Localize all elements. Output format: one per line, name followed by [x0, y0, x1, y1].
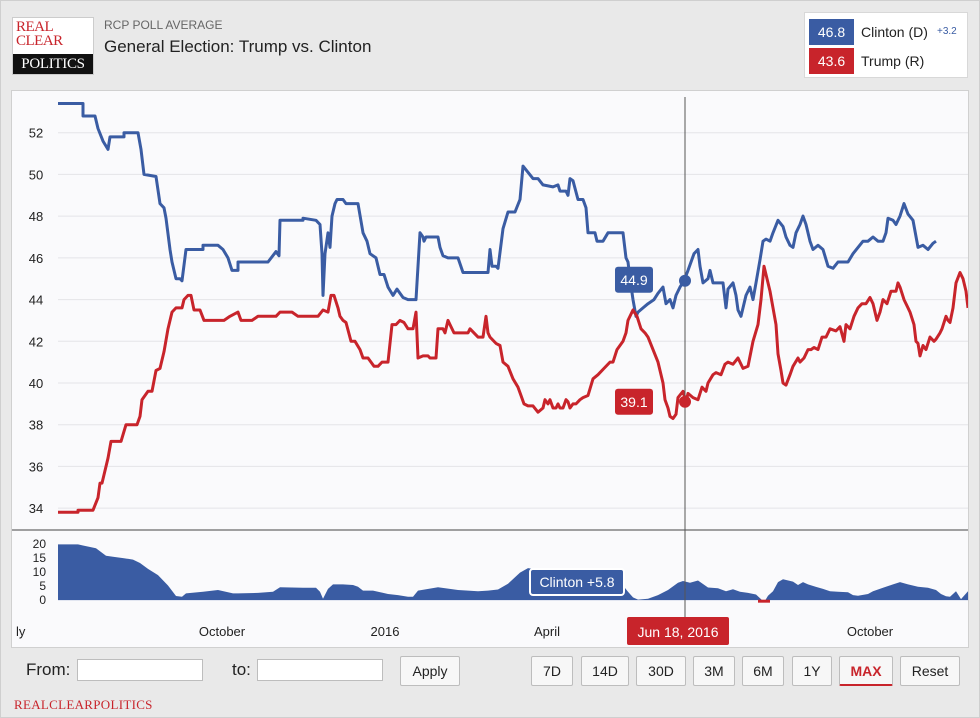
- legend-box: 46.8 Clinton (D) +3.2 43.6 Trump (R): [804, 12, 968, 78]
- range-14d-button[interactable]: 14D: [581, 656, 629, 686]
- clinton-tooltip-box: [615, 266, 653, 293]
- y-tick-label-3: 40: [29, 376, 43, 391]
- plot-background: [12, 91, 968, 647]
- spread-tooltip-box: [529, 568, 625, 596]
- crosshair-date-label: Jun 18, 2016: [638, 624, 719, 640]
- range-max-button[interactable]: MAX: [839, 656, 893, 686]
- spread-tick-label-1: 5: [39, 579, 46, 593]
- range-3m-button[interactable]: 3M: [693, 656, 735, 686]
- clinton-name: Clinton (D): [861, 24, 928, 40]
- from-label: From:: [26, 660, 71, 679]
- logo-line-2: CLEAR: [16, 33, 63, 49]
- chart-area[interactable]: 34 36 38 40 42 44 46 48 50 52 0 5 10 15 20 44.9 39.1 Clin…: [11, 90, 970, 648]
- legend-row-trump[interactable]: 43.6 Trump (R): [809, 48, 963, 74]
- x-tick-label-1: October: [199, 624, 246, 639]
- x-tick-label-3: April: [534, 624, 560, 639]
- y-tick-label-1: 36: [29, 459, 43, 474]
- y-tick-label-0: 34: [29, 501, 43, 516]
- y-tick-label-4: 42: [29, 334, 43, 349]
- y-tick-label-2: 38: [29, 418, 43, 433]
- to-date-input[interactable]: [257, 659, 383, 681]
- footer-logo[interactable]: REALCLEARPOLITICS: [14, 697, 153, 712]
- chart-title: General Election: Trump vs. Clinton: [104, 37, 372, 56]
- spread-tick-label-4: 20: [33, 537, 47, 551]
- spread-value: +3.2: [937, 26, 957, 37]
- legend-row-clinton[interactable]: 46.8 Clinton (D) +3.2: [809, 19, 963, 45]
- spread-area: [58, 544, 968, 603]
- clinton-crosshair-dot: [679, 274, 691, 287]
- y-tick-label-8: 50: [29, 167, 43, 182]
- from-date-input[interactable]: [77, 659, 203, 681]
- spread-tick-label-2: 10: [33, 565, 47, 579]
- logo-line-3: POLITICS: [13, 54, 93, 74]
- logo-line-1: REAL: [16, 19, 54, 35]
- to-label: to:: [232, 660, 251, 679]
- x-tick-label-2: 2016: [371, 624, 400, 639]
- clinton-value: 46.8: [809, 19, 854, 45]
- spread-tooltip-value: Clinton +5.8: [539, 574, 614, 590]
- x-tick-label-5: October: [847, 624, 894, 639]
- reset-button[interactable]: Reset: [900, 656, 960, 686]
- apply-button[interactable]: Apply: [400, 656, 460, 686]
- y-tick-label-5: 44: [29, 293, 43, 308]
- y-tick-label-7: 48: [29, 209, 43, 224]
- poll-average-kicker: RCP POLL AVERAGE: [104, 18, 223, 32]
- range-6m-button[interactable]: 6M: [742, 656, 784, 686]
- range-30d-button[interactable]: 30D: [636, 656, 686, 686]
- clinton-line: [58, 102, 937, 318]
- y-tick-label-9: 52: [29, 126, 43, 141]
- trump-tooltip-box: [615, 388, 653, 415]
- spread-tick-label-3: 15: [33, 551, 47, 565]
- y-tick-label-6: 46: [29, 251, 43, 266]
- clinton-tooltip-value: 44.9: [620, 272, 647, 288]
- spread-tick-label-0: 0: [39, 593, 46, 607]
- x-tick-label-0: ly: [16, 624, 26, 639]
- trump-tooltip-value: 39.1: [620, 394, 647, 410]
- trump-crosshair-dot: [679, 395, 691, 408]
- rcp-logo[interactable]: REAL CLEAR POLITICS: [12, 17, 94, 75]
- range-7d-button[interactable]: 7D: [531, 656, 573, 686]
- trump-line: [58, 264, 970, 514]
- trump-name: Trump (R): [861, 53, 925, 69]
- range-1y-button[interactable]: 1Y: [792, 656, 832, 686]
- trump-value: 43.6: [809, 48, 854, 74]
- crosshair-date-box: [627, 617, 729, 645]
